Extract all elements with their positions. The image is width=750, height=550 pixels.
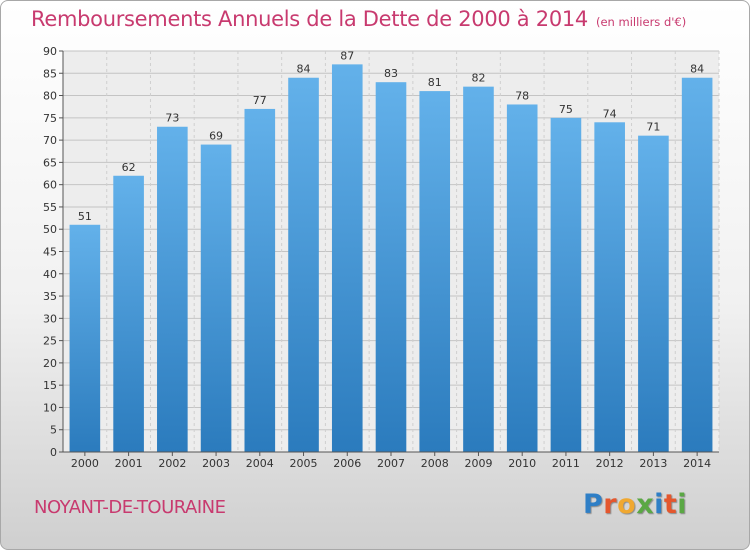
bar (200, 144, 232, 453)
y-tick-label: 15 (43, 379, 57, 392)
x-tick-label: 2002 (158, 457, 186, 470)
y-tick-label: 75 (43, 112, 57, 125)
data-label: 73 (165, 112, 179, 125)
y-tick-label: 35 (43, 290, 57, 303)
proxiti-logo: Proxiti (583, 489, 687, 520)
logo-letter: P (583, 489, 604, 520)
data-label: 82 (471, 72, 485, 85)
x-tick-label: 2005 (290, 457, 318, 470)
y-tick-label: 30 (43, 312, 57, 325)
data-label: 75 (559, 103, 573, 116)
axes (59, 50, 719, 456)
y-tick-label: 50 (43, 223, 57, 236)
y-tick-label: 10 (43, 401, 57, 414)
data-label: 71 (646, 121, 660, 134)
x-tick-label: 2009 (464, 457, 492, 470)
y-tick-label: 55 (43, 201, 57, 214)
data-label: 62 (122, 161, 136, 174)
x-tick-label: 2013 (639, 457, 667, 470)
x-tick-label: 2011 (552, 457, 580, 470)
x-tick-label: 2014 (683, 457, 711, 470)
y-tick-label: 85 (43, 67, 57, 80)
y-tick-label: 80 (43, 90, 57, 103)
x-tick-label: 2001 (115, 457, 143, 470)
y-tick-label: 40 (43, 268, 57, 281)
data-label: 81 (428, 76, 442, 89)
data-label: 51 (78, 210, 92, 223)
x-tick-label: 2004 (246, 457, 274, 470)
bar (331, 64, 363, 452)
chart-title: Remboursements Annuels de la Dette de 20… (31, 7, 588, 31)
title-row: Remboursements Annuels de la Dette de 20… (31, 7, 686, 31)
bar (638, 135, 669, 452)
logo-letter: i (677, 489, 688, 520)
x-tick-label: 2006 (333, 457, 361, 470)
x-tick-label: 2008 (421, 457, 449, 470)
bar (244, 108, 276, 452)
y-tick-label: 20 (43, 357, 57, 370)
data-label: 69 (209, 130, 223, 143)
data-label: 78 (515, 89, 529, 102)
bar (463, 86, 494, 453)
chart-subtitle: (en milliers d'€) (596, 15, 687, 29)
bar (506, 104, 538, 452)
logo-letter: x (636, 489, 655, 520)
bar (157, 126, 188, 452)
y-tick-label: 45 (43, 246, 57, 259)
y-tick-label: 25 (43, 335, 57, 348)
data-label: 84 (690, 63, 704, 76)
data-label: 77 (253, 94, 267, 107)
bar (550, 117, 582, 452)
logo-letter: r (603, 489, 618, 520)
y-tick-label: 5 (50, 424, 57, 437)
data-label: 84 (297, 63, 311, 76)
bar (375, 82, 407, 452)
logo-letter: t (663, 489, 678, 520)
bar (113, 175, 144, 452)
bar (419, 91, 451, 452)
x-tick-label: 2010 (508, 457, 536, 470)
data-label: 87 (340, 49, 354, 62)
bar (681, 77, 713, 452)
bar (69, 224, 101, 452)
x-tick-label: 2000 (71, 457, 99, 470)
commune-name: NOYANT-DE-TOURAINE (34, 497, 226, 518)
data-label: 74 (603, 107, 617, 120)
y-tick-label: 0 (50, 446, 57, 459)
bars (69, 64, 713, 453)
x-tick-label: 2007 (377, 457, 405, 470)
y-tick-label: 90 (43, 45, 57, 58)
y-tick-label: 60 (43, 179, 57, 192)
bar (288, 77, 319, 452)
bar (594, 122, 625, 453)
y-tick-label: 70 (43, 134, 57, 147)
data-label: 83 (384, 67, 398, 80)
x-tick-label: 2003 (202, 457, 230, 470)
y-tick-label: 65 (43, 156, 57, 169)
logo-letter: o (617, 489, 637, 520)
x-tick-label: 2012 (596, 457, 624, 470)
labels: 0 5 10 15 20 25 30 35 40 45 50 55 60 65 70 75 80 85 90 51 20… (43, 45, 711, 470)
logo-letter: i (654, 489, 664, 520)
